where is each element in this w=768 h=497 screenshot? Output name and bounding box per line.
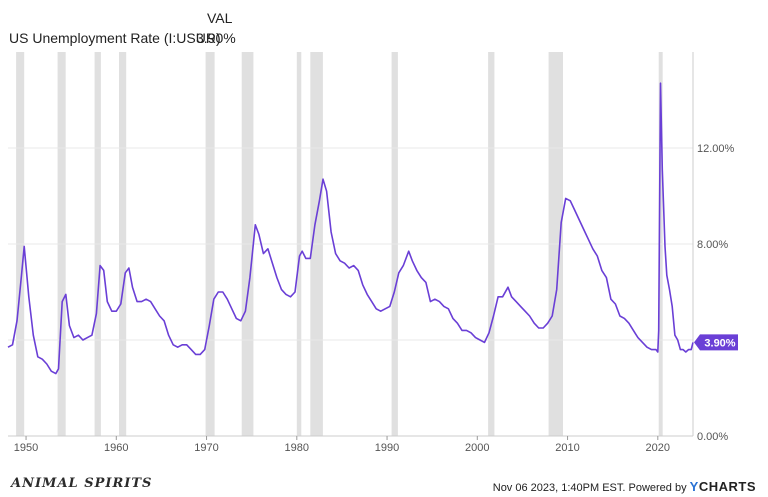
ycharts-logo-rest: CHARTS [698,479,756,494]
x-tick-label-5: 2000 [465,442,489,454]
footer-credit: Nov 06 2023, 1:40PM EST. Powered by YCHA… [493,479,756,494]
x-tick-label-4: 1990 [375,442,399,454]
series-layer [7,82,694,375]
ycharts-logo[interactable]: YCHARTS [690,479,756,494]
x-tick-label-0: 1950 [14,442,38,454]
y-tick-label-3: 12.00% [697,143,735,155]
y-axis: 0.00%4.00%8.00%12.00% [692,52,735,443]
footer-credit-text: Nov 06 2023, 1:40PM EST. Powered by [492,482,687,494]
last-value-badge-group: 3.90% [694,334,738,351]
ycharts-logo-y: Y [689,479,699,494]
legend-column-header: VAL [207,10,233,26]
legend-series-value: 3.90% [196,30,236,46]
x-tick-label-1: 1960 [104,442,128,454]
x-tick-label-2: 1970 [194,442,218,454]
last-value-badge-label: 3.90% [704,337,735,349]
last-value-badge [694,334,738,351]
x-tick-label-3: 1980 [285,442,309,454]
legend-series-name[interactable]: US Unemployment Rate (I:USUR) [9,30,221,46]
legend: VAL US Unemployment Rate (I:USUR) 3.90% [0,0,768,50]
y-tick-label-2: 8.00% [697,239,728,251]
series-line-0[interactable] [7,82,694,375]
footer: ANIMAL SPIRITS Nov 06 2023, 1:40PM EST. … [0,470,768,497]
x-tick-label-6: 2010 [555,442,579,454]
x-tick-label-7: 2020 [646,442,670,454]
grid-lines [8,147,693,437]
animal-spirits-logo: ANIMAL SPIRITS [11,476,153,491]
x-axis: 1950 1960 1970 1980 1990 2000 2010 2020 [8,435,693,454]
y-tick-label-0: 0.00% [697,431,728,443]
